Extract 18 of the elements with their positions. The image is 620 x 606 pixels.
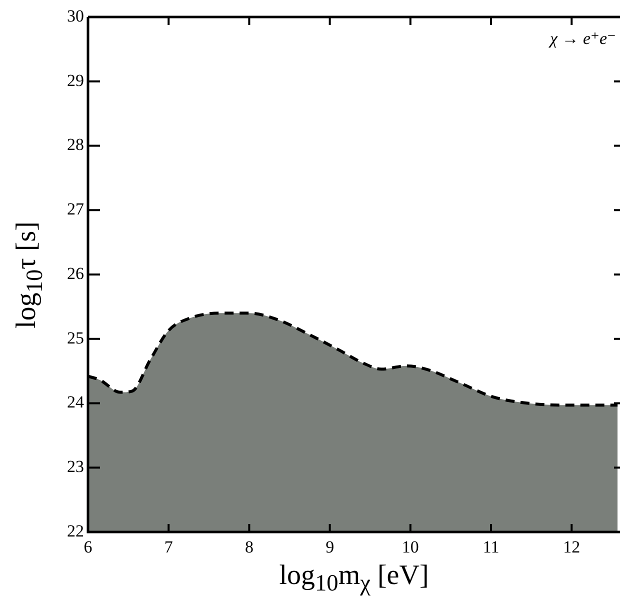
- y-tick-label: 28: [67, 135, 84, 154]
- y-tick-label: 27: [67, 200, 84, 219]
- x-tick-label: 8: [244, 538, 254, 557]
- x-tick-label: 12: [563, 538, 580, 557]
- y-tick-label: 24: [67, 392, 84, 412]
- x-axis-title: log$_{10}$m$_{χ}$ [eV]: [278, 560, 430, 598]
- y-tick-label: 26: [67, 264, 84, 283]
- x-tick-label: 6: [84, 538, 92, 557]
- x-tick-label: 9: [326, 538, 334, 557]
- annotation: χ → e⁺e⁻: [548, 28, 616, 48]
- y-tick-label: 25: [67, 328, 84, 348]
- y-tick-label: 23: [67, 457, 84, 476]
- y-tick-label: 22: [67, 521, 84, 540]
- x-tick-label: 11: [482, 538, 500, 557]
- x-tick-label: 10: [402, 538, 419, 557]
- x-tick-label: 7: [164, 538, 174, 557]
- y-tick-label: 30: [67, 6, 84, 26]
- y-tick-label: 29: [67, 70, 84, 90]
